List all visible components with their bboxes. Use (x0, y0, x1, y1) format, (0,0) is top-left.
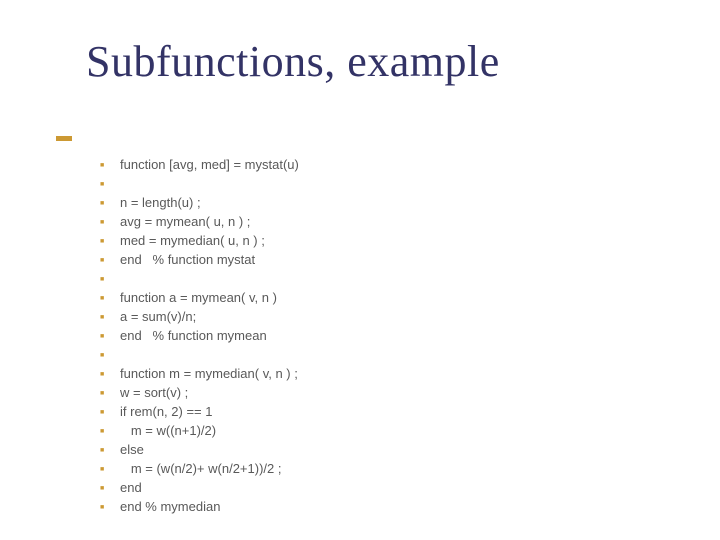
bullet-icon: ■ (100, 460, 120, 479)
code-text: function a = mymean( v, n ) (120, 289, 680, 307)
code-text: end % function mymean (120, 327, 680, 345)
code-line: ■if rem(n, 2) == 1 (100, 403, 680, 422)
code-text: m = (w(n/2)+ w(n/2+1))/2 ; (120, 460, 680, 478)
bullet-icon: ■ (100, 251, 120, 270)
code-line: ■ m = (w(n/2)+ w(n/2+1))/2 ; (100, 460, 680, 479)
code-line: ■a = sum(v)/n; (100, 308, 680, 327)
bullet-icon: ■ (100, 327, 120, 346)
slide-title: Subfunctions, example (86, 36, 500, 87)
code-content: ■function [avg, med] = mystat(u) ■ ■n = … (100, 156, 680, 517)
bullet-icon: ■ (100, 498, 120, 517)
bullet-icon: ■ (100, 289, 120, 308)
bullet-icon: ■ (100, 403, 120, 422)
slide: Subfunctions, example ■function [avg, me… (0, 0, 720, 540)
code-text: avg = mymean( u, n ) ; (120, 213, 680, 231)
code-line: ■n = length(u) ; (100, 194, 680, 213)
bullet-icon: ■ (100, 175, 120, 194)
code-line: ■ m = w((n+1)/2) (100, 422, 680, 441)
code-line: ■ (100, 270, 680, 289)
code-line: ■end % function mystat (100, 251, 680, 270)
code-text: m = w((n+1)/2) (120, 422, 680, 440)
code-line: ■function a = mymean( v, n ) (100, 289, 680, 308)
code-text: end % function mystat (120, 251, 680, 269)
bullet-icon: ■ (100, 213, 120, 232)
bullet-icon: ■ (100, 194, 120, 213)
code-line: ■function m = mymedian( v, n ) ; (100, 365, 680, 384)
code-line: ■ (100, 175, 680, 194)
code-text: else (120, 441, 680, 459)
bullet-icon: ■ (100, 365, 120, 384)
code-line: ■w = sort(v) ; (100, 384, 680, 403)
bullet-icon: ■ (100, 270, 120, 289)
bullet-icon: ■ (100, 308, 120, 327)
code-text: w = sort(v) ; (120, 384, 680, 402)
bullet-icon: ■ (100, 384, 120, 403)
code-line: ■ (100, 346, 680, 365)
code-line: ■avg = mymean( u, n ) ; (100, 213, 680, 232)
code-text: med = mymedian( u, n ) ; (120, 232, 680, 250)
code-line: ■end (100, 479, 680, 498)
bullet-icon: ■ (100, 441, 120, 460)
bullet-icon: ■ (100, 479, 120, 498)
code-line: ■med = mymedian( u, n ) ; (100, 232, 680, 251)
code-text: end (120, 479, 680, 497)
bullet-icon: ■ (100, 232, 120, 251)
code-text: end % mymedian (120, 498, 680, 516)
code-text: if rem(n, 2) == 1 (120, 403, 680, 421)
code-text: function [avg, med] = mystat(u) (120, 156, 680, 174)
code-text: function m = mymedian( v, n ) ; (120, 365, 680, 383)
code-line: ■end % mymedian (100, 498, 680, 517)
bullet-icon: ■ (100, 156, 120, 175)
bullet-icon: ■ (100, 422, 120, 441)
code-line: ■function [avg, med] = mystat(u) (100, 156, 680, 175)
code-text: a = sum(v)/n; (120, 308, 680, 326)
code-line: ■end % function mymean (100, 327, 680, 346)
code-line: ■else (100, 441, 680, 460)
code-text: n = length(u) ; (120, 194, 680, 212)
bullet-icon: ■ (100, 346, 120, 365)
title-accent-bar (56, 136, 72, 141)
